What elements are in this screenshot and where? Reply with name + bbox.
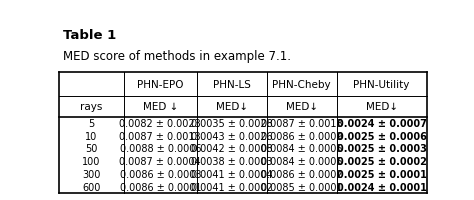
Text: 300: 300 [82, 169, 100, 179]
Text: MED score of methods in example 7.1.: MED score of methods in example 7.1. [63, 50, 291, 63]
Text: 100: 100 [82, 156, 100, 166]
Text: 0.0086 ± 0.0003: 0.0086 ± 0.0003 [119, 169, 201, 179]
Text: 0.0025 ± 0.0003: 0.0025 ± 0.0003 [337, 144, 427, 154]
Text: 0.0086 ± 0.0009: 0.0086 ± 0.0009 [261, 131, 342, 141]
Text: 0.0025 ± 0.0001: 0.0025 ± 0.0001 [337, 169, 427, 179]
Text: PHN-LS: PHN-LS [213, 79, 251, 89]
Text: PHN-Cheby: PHN-Cheby [273, 79, 331, 89]
Text: 50: 50 [85, 144, 98, 154]
Text: 10: 10 [85, 131, 98, 141]
Text: 0.0088 ± 0.0006: 0.0088 ± 0.0006 [119, 144, 201, 154]
Text: 0.0025 ± 0.0002: 0.0025 ± 0.0002 [337, 156, 427, 166]
Text: 5: 5 [88, 119, 94, 128]
Text: 0.0087 ± 0.0004: 0.0087 ± 0.0004 [119, 156, 201, 166]
Text: MED↓: MED↓ [216, 102, 248, 112]
Text: 0.0085 ± 0.0001: 0.0085 ± 0.0001 [261, 182, 343, 192]
Text: 0.0082 ± 0.0023: 0.0082 ± 0.0023 [119, 119, 201, 128]
Text: 0.0084 ± 0.0005: 0.0084 ± 0.0005 [261, 156, 343, 166]
Text: 0.0043 ± 0.0026: 0.0043 ± 0.0026 [191, 131, 273, 141]
Text: MED↓: MED↓ [286, 102, 318, 112]
Text: PHN-EPO: PHN-EPO [137, 79, 183, 89]
Text: 0.0041 ± 0.0002: 0.0041 ± 0.0002 [191, 182, 273, 192]
Text: Table 1: Table 1 [63, 29, 116, 42]
Text: 0.0042 ± 0.0008: 0.0042 ± 0.0008 [191, 144, 273, 154]
Text: 0.0025 ± 0.0006: 0.0025 ± 0.0006 [337, 131, 427, 141]
Text: 0.0038 ± 0.0003: 0.0038 ± 0.0003 [191, 156, 273, 166]
Text: 0.0024 ± 0.0007: 0.0024 ± 0.0007 [337, 119, 427, 128]
Text: 0.0087 ± 0.0013: 0.0087 ± 0.0013 [119, 131, 201, 141]
Text: 0.0035 ± 0.0028: 0.0035 ± 0.0028 [191, 119, 273, 128]
Text: PHN-Utility: PHN-Utility [354, 79, 410, 89]
Text: 0.0086 ± 0.0002: 0.0086 ± 0.0002 [261, 169, 343, 179]
Text: MED ↓: MED ↓ [143, 102, 178, 112]
Text: 0.0086 ± 0.0001: 0.0086 ± 0.0001 [119, 182, 201, 192]
Text: 0.0024 ± 0.0001: 0.0024 ± 0.0001 [337, 182, 427, 192]
Text: 0.0041 ± 0.0004: 0.0041 ± 0.0004 [191, 169, 273, 179]
Text: 0.0087 ± 0.0013: 0.0087 ± 0.0013 [261, 119, 343, 128]
Text: MED↓: MED↓ [365, 102, 398, 112]
Text: 0.0084 ± 0.0005: 0.0084 ± 0.0005 [261, 144, 343, 154]
Text: 600: 600 [82, 182, 100, 192]
Text: rays: rays [80, 102, 102, 112]
